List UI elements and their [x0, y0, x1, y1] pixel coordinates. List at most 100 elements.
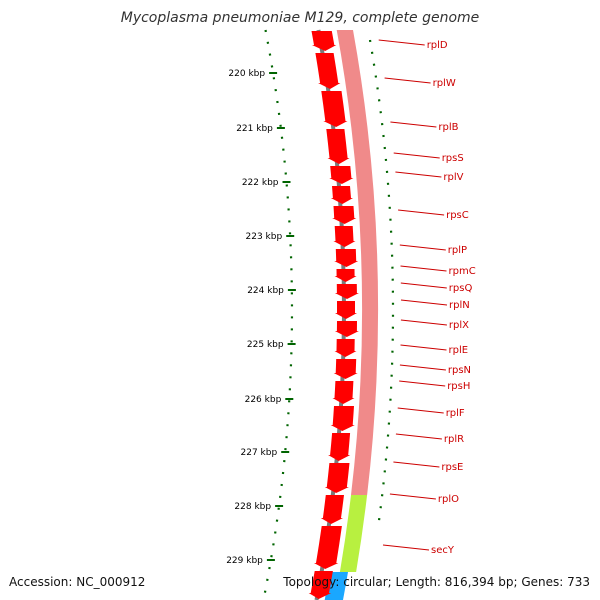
- gene-label-rplW: rplW: [433, 78, 456, 89]
- cds-arrow-body: [337, 301, 356, 313]
- outer-dotted-ring: [368, 39, 395, 531]
- cds-arrow-body: [332, 186, 351, 198]
- gene-leader-line: [384, 77, 431, 84]
- gene-leader-line: [395, 433, 442, 440]
- cds-arrow-body: [326, 463, 350, 487]
- gene-leader-line: [400, 299, 448, 306]
- gene-leader-line: [398, 209, 445, 216]
- cds-arrow-body: [332, 406, 354, 425]
- gene-leader-line: [399, 380, 446, 387]
- gene-leader-line: [400, 319, 447, 326]
- gene-leader-line: [399, 244, 446, 251]
- cds-arrowhead: [330, 198, 353, 204]
- gene-label-secY: secY: [431, 545, 455, 556]
- cds-arrow-body: [330, 433, 351, 455]
- cds-arrow-body: [310, 571, 333, 593]
- accession-label: Accession: NC_000912: [9, 575, 146, 589]
- scale-tick-label: 222 kbp: [242, 178, 279, 188]
- gene-label-rpsH: rpsH: [447, 381, 470, 392]
- scale-tick-label: 223 kbp: [246, 232, 283, 242]
- map-title: Mycoplasma pneumoniae M129, complete gen…: [120, 10, 480, 26]
- cds-arrowhead: [327, 158, 350, 164]
- secY-feature-band: [339, 495, 368, 572]
- gene-label-rplR: rplR: [444, 434, 464, 445]
- gene-leader-line: [397, 407, 444, 414]
- feature-band-light: [336, 30, 379, 495]
- scale-tick-label: 227 kbp: [241, 448, 278, 458]
- scale-tick-label: 229 kbp: [226, 556, 263, 566]
- gene-leader-line: [389, 493, 436, 500]
- scale-tick-label: 221 kbp: [236, 124, 273, 134]
- cds-arrowhead: [320, 518, 343, 524]
- scale-tick-label: 226 kbp: [245, 395, 282, 405]
- gene-label-rplB: rplB: [438, 122, 458, 133]
- cds-arrowhead: [314, 563, 339, 569]
- cds-arrowhead: [335, 313, 357, 319]
- gene-leader-line: [382, 544, 430, 551]
- cds-arrowhead: [333, 241, 356, 247]
- gene-label-rplN: rplN: [449, 300, 470, 311]
- cds-arrowhead: [333, 373, 358, 379]
- cds-arrowhead: [328, 455, 351, 461]
- gene-label-rplP: rplP: [448, 245, 467, 256]
- gene-label-rpsQ: rpsQ: [449, 283, 473, 294]
- cds-arrowhead: [308, 593, 332, 599]
- gene-leader-line: [393, 461, 440, 468]
- scale-tick-label: 220 kbp: [228, 69, 265, 79]
- topology-label: Topology: circular; Length: 816,394 bp; …: [283, 575, 590, 589]
- cds-arrowhead: [329, 178, 354, 184]
- cds-arrowhead: [332, 218, 357, 224]
- cds-arrowhead: [312, 45, 337, 51]
- cds-arrow-body: [335, 359, 357, 373]
- cds-arrow-body: [336, 339, 355, 351]
- cds-arrowhead: [334, 331, 359, 337]
- axis-dotted-ring: [262, 29, 294, 600]
- cds-arrowhead: [323, 121, 348, 127]
- gene-label-rpsC: rpsC: [446, 210, 469, 221]
- gene-label-rplX: rplX: [449, 320, 469, 331]
- gene-label-rpsS: rpsS: [442, 153, 464, 164]
- scale-tick-label: 225 kbp: [247, 340, 284, 350]
- cds-arrow-body: [321, 91, 346, 121]
- cds-arrowhead: [324, 487, 349, 493]
- cds-arrow-body: [311, 31, 335, 45]
- cds-arrow-body: [334, 226, 354, 241]
- gene-label-rpsN: rpsN: [448, 365, 471, 376]
- gene-leader-line: [399, 364, 446, 371]
- gene-label-rplE: rplE: [449, 345, 469, 356]
- gene-leader-line: [395, 171, 442, 178]
- cds-arrow-body: [336, 269, 355, 276]
- scale-tick-label: 228 kbp: [234, 502, 271, 512]
- gene-leader-line: [393, 152, 440, 159]
- scale-tick-label: 224 kbp: [247, 286, 284, 296]
- gene-label-rpsE: rpsE: [441, 462, 463, 473]
- cds-arrow-body: [326, 129, 348, 158]
- gene-label-rplV: rplV: [443, 172, 463, 183]
- cds-arrowhead: [334, 293, 359, 299]
- cds-arrowhead: [334, 351, 357, 357]
- cds-arrowhead: [332, 398, 355, 404]
- cds-arrowhead: [334, 276, 357, 282]
- gene-leader-line: [400, 344, 447, 351]
- cds-arrow-body: [333, 206, 355, 218]
- cds-arrow-body: [336, 321, 357, 331]
- cds-arrowhead: [330, 425, 355, 431]
- cds-arrow-body: [315, 53, 339, 83]
- cds-arrow-body: [330, 166, 352, 178]
- gene-label-rplF: rplF: [446, 408, 465, 419]
- gene-label-rpmC: rpmC: [449, 266, 476, 277]
- cds-arrow-body: [322, 495, 344, 518]
- cds-arrow-body: [335, 249, 357, 261]
- cds-arrow-body: [336, 284, 357, 293]
- gene-label-rplO: rplO: [438, 494, 459, 505]
- gene-leader-line: [378, 39, 425, 46]
- cds-arrow-body: [316, 526, 342, 563]
- cds-arrowhead: [334, 261, 359, 267]
- cds-arrow-body: [334, 381, 354, 398]
- gene-leader-line: [390, 121, 437, 128]
- gene-label-rplD: rplD: [427, 40, 448, 51]
- cds-arrowhead: [318, 83, 341, 89]
- gene-leader-line: [400, 282, 447, 289]
